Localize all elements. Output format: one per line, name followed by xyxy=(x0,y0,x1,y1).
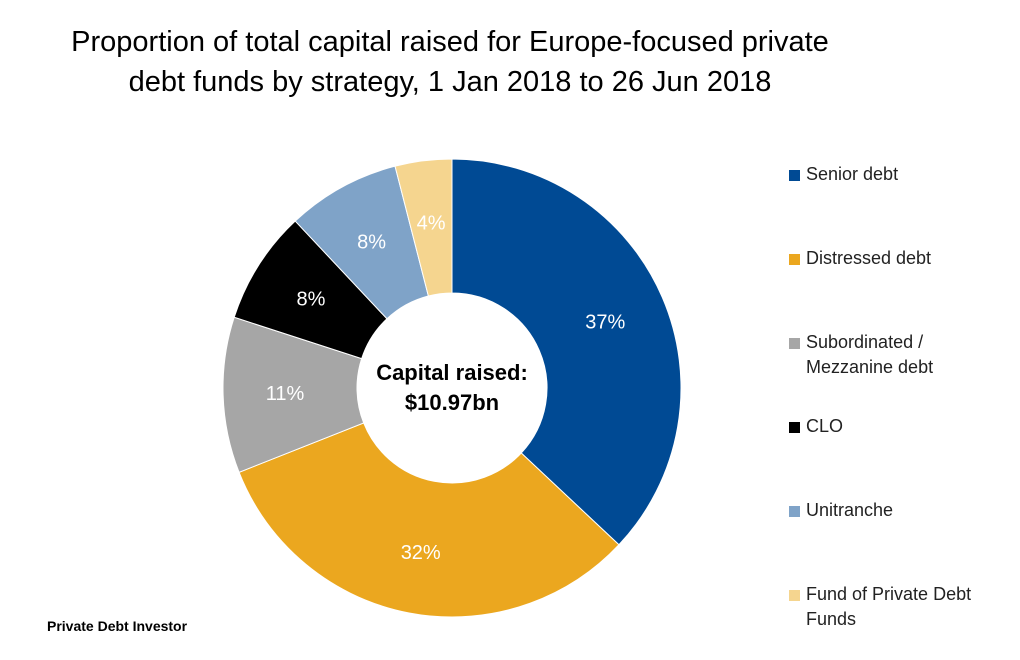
center-label-line-1: Capital raised: xyxy=(376,360,528,385)
legend-swatch xyxy=(789,170,800,181)
data-label-2: 11% xyxy=(266,383,305,405)
legend-label: Fund of Private Debt Funds xyxy=(806,584,972,629)
data-label-3: 8% xyxy=(297,289,326,311)
data-label-1: 32% xyxy=(401,542,441,564)
data-label-0: 37% xyxy=(585,312,625,334)
slice-distressed-debt xyxy=(238,422,620,618)
legend-swatch xyxy=(789,338,800,349)
source-credit: Private Debt Investor xyxy=(47,618,188,634)
slice-fund-of-private-debt-funds xyxy=(394,158,453,297)
legend-label: Senior debt xyxy=(806,164,899,184)
slices-group xyxy=(222,158,682,618)
legend-item: CLO xyxy=(789,414,1006,439)
legend-swatch xyxy=(789,422,800,433)
legend-item: Fund of Private Debt Funds xyxy=(789,582,1006,632)
legend-label: Distressed debt xyxy=(806,248,932,268)
legend-swatch xyxy=(789,506,800,517)
data-label-5: 4% xyxy=(417,212,446,234)
legend-label: Subordinated / Mezzanine debt xyxy=(806,332,934,377)
slice-senior-debt xyxy=(451,158,682,546)
legend-swatch xyxy=(789,590,800,601)
legend-swatch xyxy=(789,254,800,265)
legend-item: Subordinated / Mezzanine debt xyxy=(789,330,1006,380)
legend-label: Unitranche xyxy=(806,500,894,520)
chart-title: Proportion of total capital raised for E… xyxy=(71,26,829,98)
data-labels-group: 37% 32% 11% 8% 8% 4% xyxy=(266,212,626,564)
legend-label: CLO xyxy=(806,416,844,436)
data-label-4: 8% xyxy=(357,232,386,254)
legend-item: Senior debt xyxy=(789,162,1006,187)
center-label-line-2: $10.97bn xyxy=(405,390,499,415)
legend-item: Unitranche xyxy=(789,498,1006,523)
legend-item: Distressed debt xyxy=(789,246,1006,271)
